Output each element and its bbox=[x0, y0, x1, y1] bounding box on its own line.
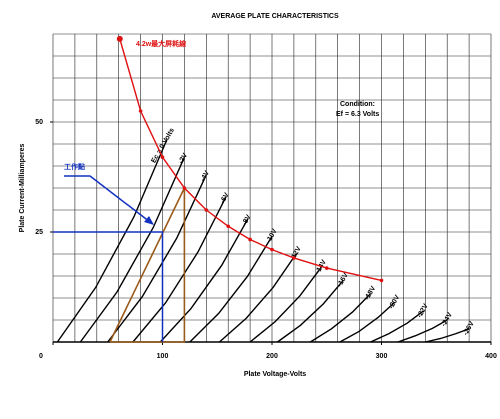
operating-arrow bbox=[64, 175, 151, 223]
curve bbox=[309, 293, 372, 343]
curve bbox=[56, 139, 168, 343]
x-tick-label: 400 bbox=[485, 353, 497, 360]
condition-line: Ef = 6.3 Volts bbox=[336, 111, 379, 118]
max-dissipation-label: 4.2w最大屏耗線 bbox=[136, 39, 186, 48]
curve-label: -16V bbox=[336, 272, 350, 289]
dissipation-point bbox=[248, 237, 252, 242]
curve bbox=[277, 279, 344, 343]
curve-label: -4V bbox=[200, 170, 212, 183]
curve bbox=[159, 218, 249, 343]
dissipation-point bbox=[204, 208, 209, 212]
dissipation-point bbox=[138, 109, 143, 113]
curve-label: -22V bbox=[416, 303, 430, 320]
y-tick-label: 25 bbox=[35, 229, 43, 236]
load-line bbox=[109, 187, 186, 343]
arrow-head bbox=[144, 216, 154, 225]
curve bbox=[249, 266, 322, 343]
curve-label: -6V bbox=[219, 192, 231, 205]
x-tick-label: 200 bbox=[266, 353, 278, 360]
dissipation-point bbox=[160, 155, 165, 159]
curve-label: -18V bbox=[364, 285, 378, 302]
curve bbox=[397, 319, 448, 343]
dissipation-point bbox=[324, 266, 329, 270]
x-tick-label: 100 bbox=[157, 353, 169, 360]
curve bbox=[132, 196, 227, 343]
dissipation-point bbox=[116, 35, 123, 42]
operating-lines bbox=[53, 231, 164, 342]
dissipation-point bbox=[270, 247, 274, 252]
curve bbox=[79, 156, 186, 343]
curve bbox=[218, 253, 297, 343]
curve-label: -24V bbox=[440, 311, 454, 328]
x-axis-label: Plate Voltage-Volts bbox=[244, 371, 306, 378]
curve-label: -2V bbox=[178, 152, 190, 165]
curve-label: -8V bbox=[241, 214, 253, 227]
y-axis-label: Plate Current-Milliamperes bbox=[19, 144, 26, 233]
curve bbox=[425, 328, 470, 343]
x-tick-label: 300 bbox=[376, 353, 388, 360]
operating-point-label: 工作點 bbox=[64, 162, 85, 171]
chart-title: AVERAGE PLATE CHARACTERISTICS bbox=[211, 13, 339, 20]
curve bbox=[107, 174, 207, 343]
curve-label: -10V bbox=[265, 228, 279, 245]
y-tick-label: 50 bbox=[35, 119, 43, 126]
condition-line: Condition: bbox=[340, 101, 375, 108]
x-tick-label: 0 bbox=[39, 353, 43, 360]
curve bbox=[339, 301, 396, 343]
dissipation-point bbox=[226, 224, 230, 229]
curve bbox=[189, 236, 273, 343]
dissipation-point bbox=[182, 186, 187, 190]
curve-label: -26V bbox=[462, 320, 476, 337]
dissipation-point bbox=[379, 278, 384, 283]
curve-label: -20V bbox=[388, 294, 402, 311]
dissipation-point bbox=[292, 256, 296, 260]
curve bbox=[370, 310, 424, 343]
